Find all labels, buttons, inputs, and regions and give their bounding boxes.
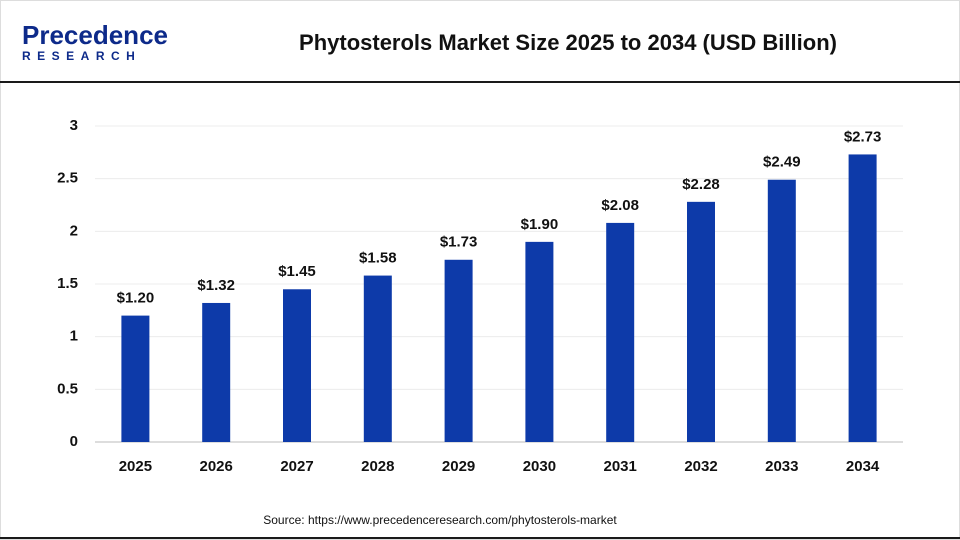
value-label: $2.08	[601, 197, 639, 214]
value-label: $1.58	[359, 250, 397, 267]
y-tick-label: 3	[70, 117, 78, 134]
bar	[363, 275, 392, 442]
x-tick-label: 2025	[119, 458, 152, 475]
bar	[606, 222, 635, 442]
x-tick-label: 2032	[684, 458, 717, 475]
logo-name: Precedence	[22, 20, 168, 50]
chart-title: Phytosterols Market Size 2025 to 2034 (U…	[299, 30, 837, 55]
x-tick-label: 2026	[200, 458, 233, 475]
bar	[848, 154, 877, 442]
value-label: $1.20	[117, 290, 155, 307]
bar	[687, 201, 715, 442]
value-label: $1.90	[521, 216, 559, 233]
value-label: $2.28	[682, 176, 720, 193]
logo-tagline: RESEARCH	[22, 49, 141, 63]
y-tick-label: 0.5	[57, 380, 78, 397]
x-tick-label: 2034	[846, 458, 880, 475]
x-tick-label: 2033	[765, 458, 798, 475]
y-tick-label: 1	[70, 328, 78, 345]
x-tick-label: 2030	[523, 458, 556, 475]
x-tick-label: 2029	[442, 458, 475, 475]
bar	[767, 179, 796, 442]
value-label: $1.45	[278, 263, 316, 280]
x-tick-label: 2031	[604, 458, 637, 475]
bar	[202, 302, 231, 442]
y-tick-label: 0	[70, 433, 78, 450]
value-label: $2.49	[763, 154, 801, 171]
source: Source: https://www.precedenceresearch.c…	[263, 513, 617, 527]
y-tick-label: 2	[70, 222, 78, 239]
bar	[444, 259, 473, 442]
value-label: $1.32	[197, 277, 235, 294]
bar	[283, 289, 311, 442]
y-tick-label: 1.5	[57, 275, 78, 292]
y-tick-label: 2.5	[57, 170, 78, 187]
value-label: $1.73	[440, 234, 478, 251]
bar	[121, 315, 150, 442]
value-label: $2.73	[844, 128, 882, 145]
bar	[525, 241, 554, 442]
x-tick-label: 2027	[280, 458, 313, 475]
x-tick-label: 2028	[361, 458, 394, 475]
